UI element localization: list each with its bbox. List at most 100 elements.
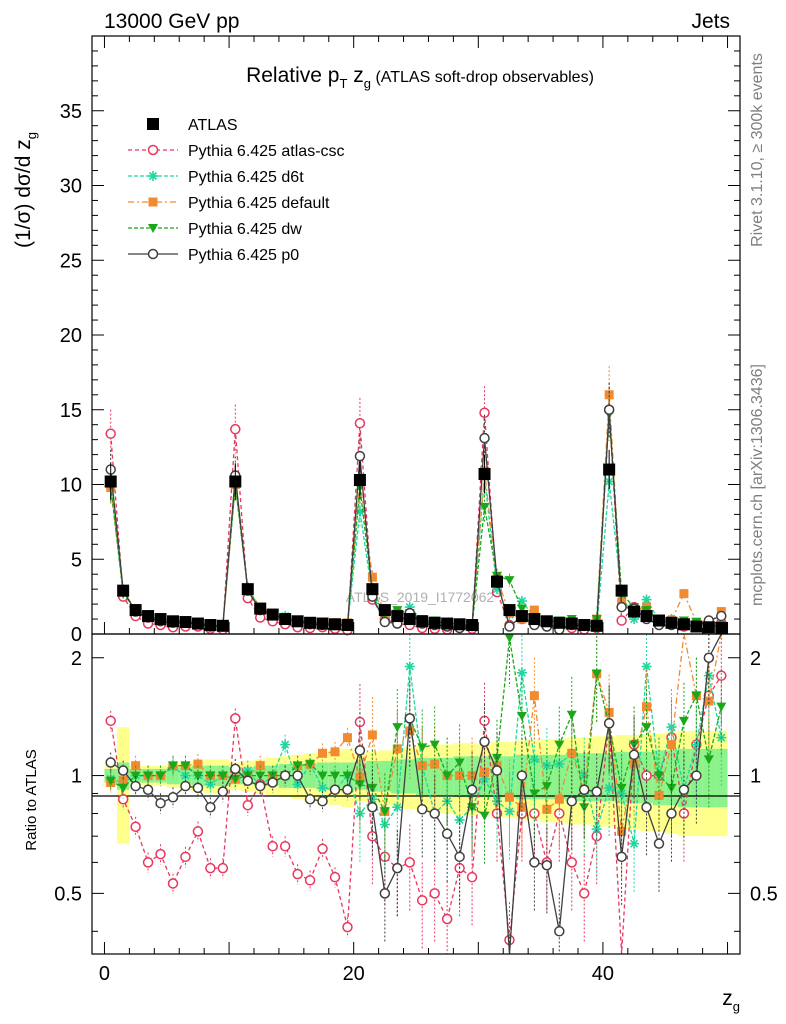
ratio-point: [516, 711, 527, 721]
ratio-frame: [91, 633, 741, 955]
ratio-point: [367, 801, 378, 813]
legend-label-atlas: ATLAS: [188, 117, 238, 134]
ratio-point: [342, 733, 352, 743]
ratio-point: [691, 770, 702, 781]
ratio-point: [578, 888, 590, 899]
ratio-point: [541, 859, 553, 871]
legend: ATLAS Pythia 6.425 atlas-csc Pythia 6.425 …: [128, 117, 345, 264]
ratio-point: [678, 716, 689, 726]
ratio-point: [267, 771, 278, 781]
main-point: [254, 602, 267, 615]
ratio-point: [466, 871, 478, 883]
ratio-point: [516, 770, 528, 781]
ratio-point: [429, 740, 440, 750]
main-point: [105, 428, 116, 439]
ratio-point: [180, 780, 191, 792]
main-point: [316, 617, 329, 630]
ratio-point: [379, 819, 390, 830]
ratio-point: [429, 808, 440, 819]
main-point: [478, 468, 491, 481]
legend-marker-dw: [148, 224, 158, 233]
ratio-point: [441, 913, 453, 925]
main-point: [604, 390, 614, 400]
ratio-point: [529, 789, 540, 799]
main-point: [716, 610, 727, 622]
main-point: [515, 610, 528, 623]
ratio-point: [342, 771, 353, 781]
ratio-point: [280, 739, 291, 750]
ratio-point: [155, 797, 166, 809]
main-y-tick-label: 35: [60, 101, 82, 123]
ratio-point: [304, 793, 316, 805]
ratio-point: [504, 633, 515, 643]
main-point: [416, 615, 429, 628]
main-point: [453, 618, 466, 631]
main-point: [516, 604, 527, 614]
ratio-point: [142, 784, 154, 795]
ratio-point: [616, 851, 627, 863]
main-point: [616, 615, 627, 626]
main-point: [366, 583, 379, 596]
main-point: [491, 575, 503, 588]
main-point: [291, 615, 304, 628]
ratio-point: [242, 775, 254, 786]
main-point: [679, 589, 689, 599]
main-point: [503, 604, 516, 617]
main-point: [229, 475, 242, 488]
ratio-point: [405, 726, 415, 736]
ratio-point: [205, 862, 216, 874]
svg-text:mcplots.cern.ch [arXiv:1306.34: mcplots.cern.ch [arXiv:1306.3436]: [749, 364, 766, 606]
ratio-point: [118, 783, 129, 793]
ratio-point: [130, 780, 141, 792]
band-inner: [715, 748, 728, 808]
main-point: [578, 619, 591, 632]
ratio-point: [217, 862, 229, 874]
ratio-point: [330, 747, 340, 757]
main-series-group: [104, 366, 728, 636]
svg-text:(1/σ) dσ/d zg: (1/σ) dσ/d zg: [12, 132, 39, 248]
main-series-atlas: [104, 449, 728, 635]
ratio-point: [653, 838, 665, 849]
main-y-tick-label: 20: [60, 325, 82, 347]
ratio-point: [292, 868, 303, 880]
main-point: [142, 610, 155, 623]
band-inner: [403, 759, 416, 794]
process-label: Jets: [691, 10, 730, 33]
main-y-tick-label: 25: [60, 250, 82, 272]
main-point: [104, 475, 117, 488]
ratio-y-tick-label-right: 0.5: [750, 883, 778, 905]
ratio-point: [678, 784, 690, 795]
main-point: [715, 622, 728, 635]
ratio-point: [217, 786, 229, 797]
ratio-y-tick-label-left: 0.5: [54, 883, 82, 905]
ratio-point: [628, 749, 640, 761]
ratio-series-line: [110, 666, 722, 844]
main-point: [603, 404, 615, 415]
ratio-point: [454, 851, 465, 863]
legend-marker-p0: [147, 248, 159, 260]
main-point: [354, 417, 366, 429]
ratio-point: [641, 801, 652, 813]
ratio-point: [454, 758, 465, 768]
main-point: [403, 613, 416, 626]
rivet-version-label: Rivet 3.1.10, ≥ 300k events: [749, 53, 766, 247]
main-point: [590, 619, 603, 632]
ratio-point: [317, 795, 328, 807]
ratio-point: [654, 771, 664, 781]
ratio-point: [666, 740, 676, 750]
plot-title: Relative pT zg (ATLAS soft-drop observab…: [246, 64, 594, 91]
ratio-point: [703, 652, 715, 664]
main-point: [641, 594, 652, 605]
ratio-series-group: [105, 633, 727, 955]
ratio-point: [105, 715, 116, 727]
main-point: [479, 407, 490, 418]
svg-text:Ratio to ATLAS: Ratio to ATLAS: [23, 749, 40, 850]
ratio-point: [317, 843, 328, 855]
main-point: [378, 604, 391, 617]
ratio-point: [317, 782, 328, 793]
ratio-point: [479, 811, 490, 821]
ratio-point: [255, 771, 266, 781]
ratio-point: [143, 771, 154, 781]
svg-text:Rivet 3.1.10, ≥ 300k events: Rivet 3.1.10, ≥ 300k events: [749, 53, 766, 247]
main-point: [528, 613, 541, 626]
